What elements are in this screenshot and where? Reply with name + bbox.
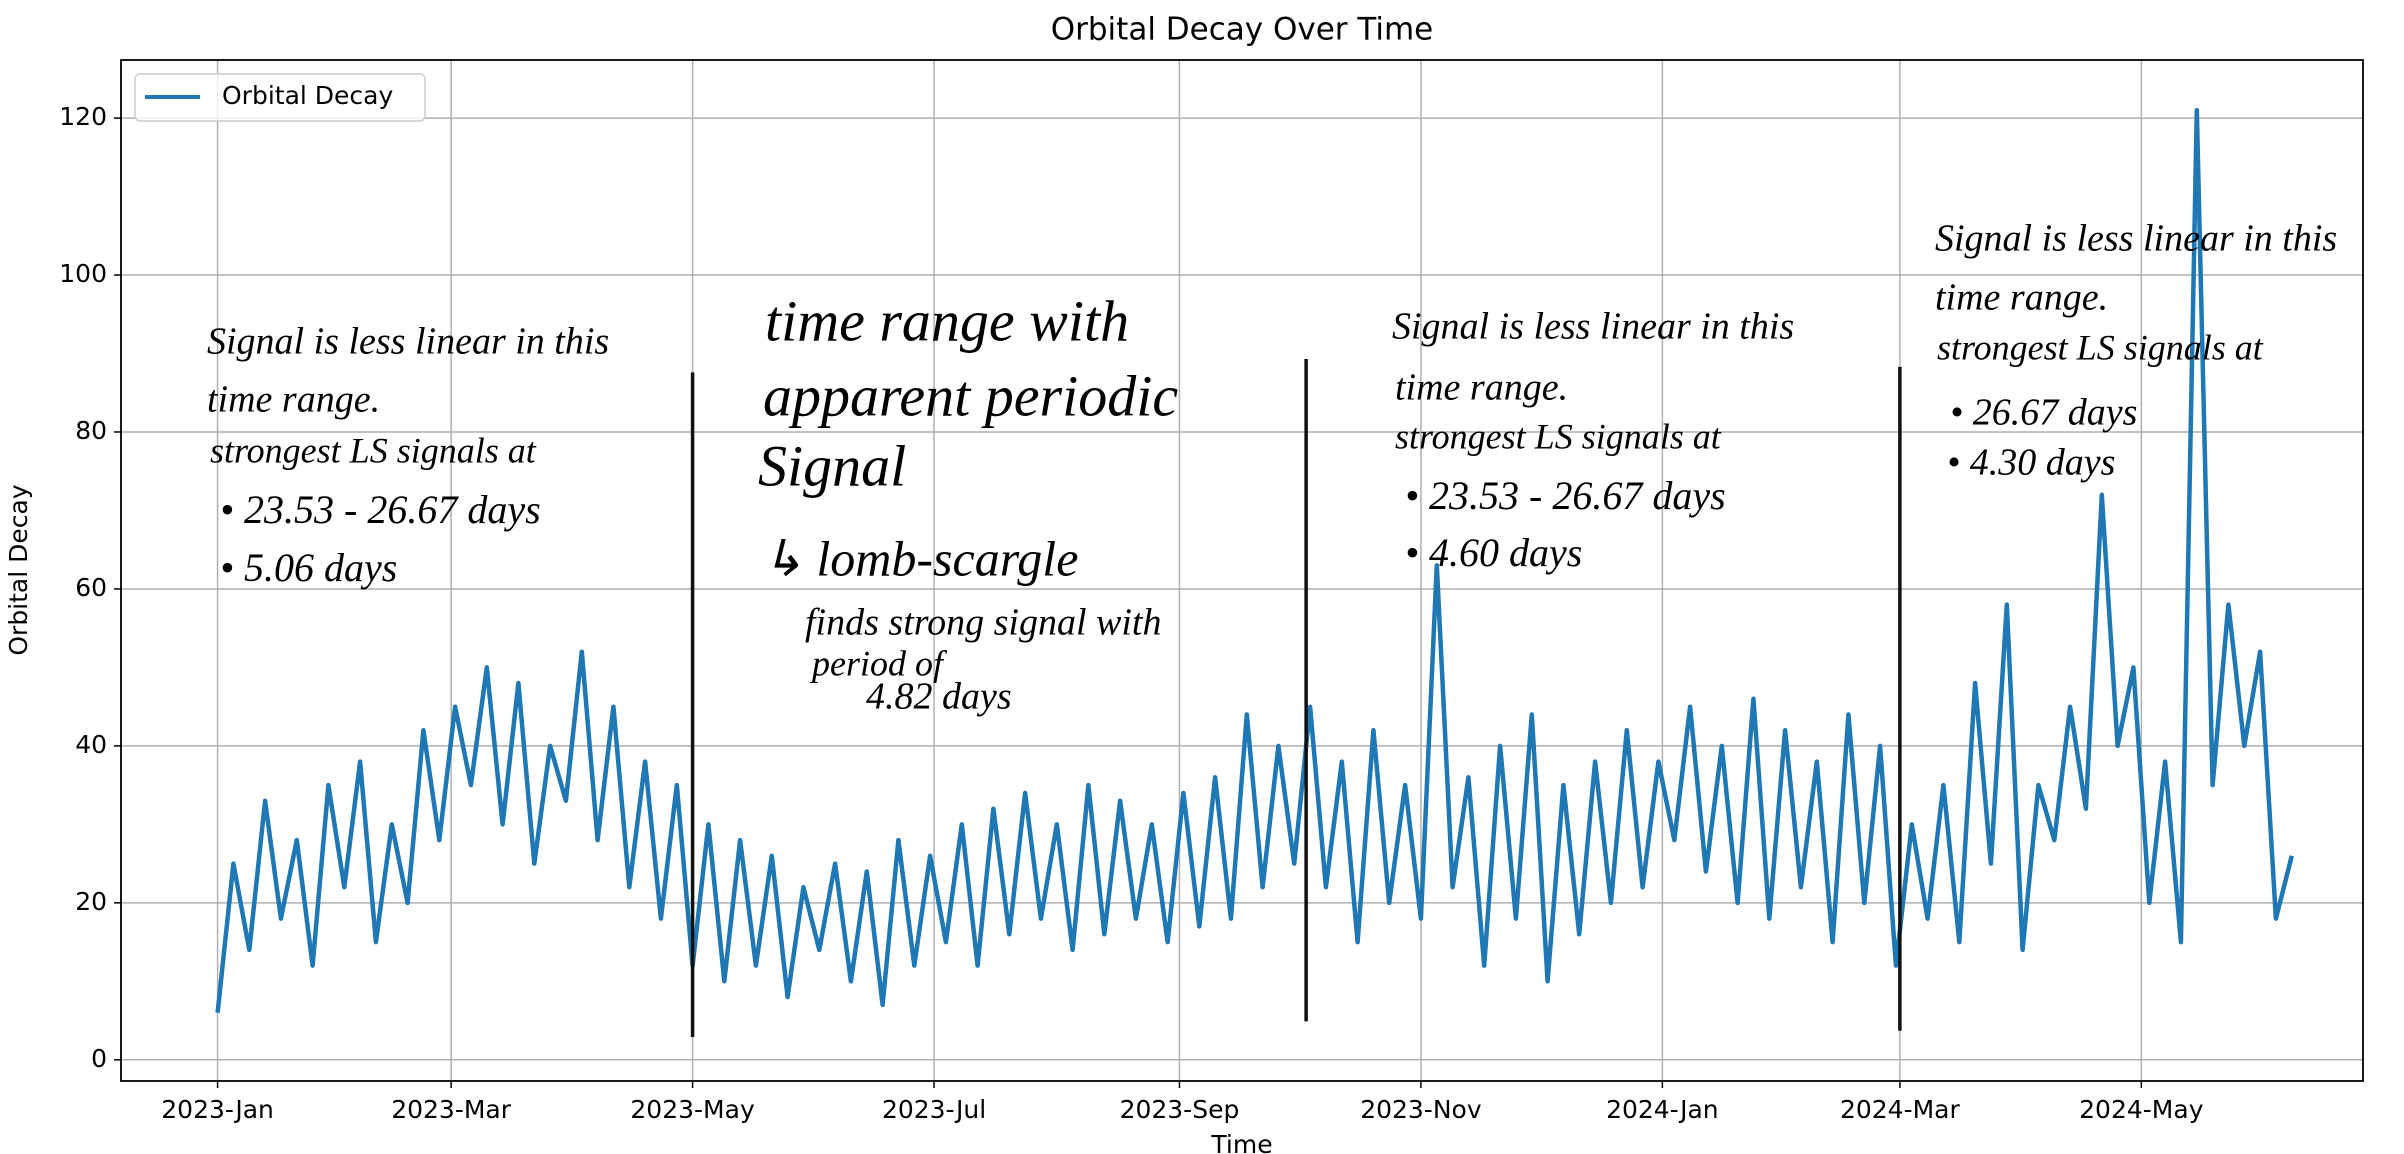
x-tick-label: 2023-Sep — [1120, 1095, 1240, 1124]
x-tick-label: 2023-Jan — [161, 1095, 274, 1124]
annotation-text: • 4.60 days — [1405, 530, 1582, 575]
x-tick-label: 2024-Jan — [1606, 1095, 1719, 1124]
annotation-text: finds strong signal with — [805, 602, 1162, 644]
annotation-text: apparent periodic — [763, 363, 1178, 428]
annotation-text: • 5.06 days — [220, 545, 397, 590]
y-tick-label: 40 — [75, 730, 107, 759]
annotation-text: 4.82 days — [866, 676, 1012, 718]
annotation-text: • 23.53 - 26.67 days — [1405, 473, 1726, 518]
x-tick-label: 2023-Nov — [1360, 1095, 1482, 1124]
y-tick-label: 80 — [75, 416, 107, 445]
x-tick-label: 2024-Mar — [1840, 1095, 1961, 1124]
annotation-text: time range. — [1395, 367, 1568, 409]
y-tick-label: 120 — [59, 102, 107, 131]
y-tick-label: 100 — [59, 259, 107, 288]
annotation-text: period of — [809, 643, 948, 683]
annotation-text: • 4.30 days — [1947, 442, 2115, 484]
legend-box — [134, 73, 426, 122]
y-tick-label: 20 — [75, 887, 107, 916]
x-tick-label: 2023-Mar — [391, 1095, 512, 1124]
data-line — [215, 107, 2294, 1013]
annotation-text: time range. — [1935, 277, 2108, 319]
y-axis-label: Orbital Decay — [4, 484, 33, 655]
y-tick-label: 0 — [91, 1044, 107, 1073]
chart-title: Orbital Decay Over Time — [1051, 12, 1434, 48]
annotation-text: strongest LS signals at — [1395, 416, 1722, 456]
x-tick-label: 2023-May — [630, 1095, 755, 1124]
x-axis-label: Time — [1210, 1130, 1272, 1154]
annotation-text: Signal is less linear in this — [1935, 218, 2337, 260]
annotation-text: strongest LS signals at — [1937, 327, 2264, 367]
annotation-text: • 26.67 days — [1950, 392, 2137, 434]
annotation-text: time range with — [765, 288, 1129, 353]
plot-frame — [120, 59, 2364, 1082]
x-tick-label: 2023-Jul — [882, 1095, 986, 1124]
annotation-text: Signal is less linear in this — [1392, 306, 1794, 348]
annotation-text: Signal is less linear in this — [207, 321, 609, 363]
legend-label: Orbital Decay — [222, 81, 393, 110]
annotation-text: strongest LS signals at — [210, 430, 537, 470]
y-tick-label: 60 — [75, 573, 107, 602]
annotation-text: ↳ lomb-scargle — [762, 530, 1078, 586]
annotation-text: time range. — [207, 379, 380, 421]
annotation-text: Signal — [758, 433, 906, 498]
annotation-text: • 23.53 - 26.67 days — [220, 487, 541, 532]
x-tick-label: 2024-May — [2079, 1095, 2204, 1124]
